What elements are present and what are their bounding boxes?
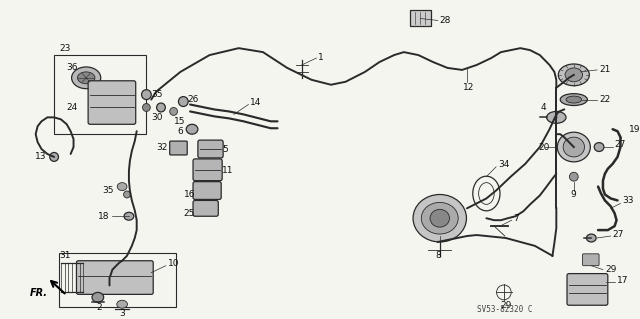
FancyBboxPatch shape <box>198 140 223 158</box>
Text: 14: 14 <box>250 98 262 107</box>
Text: 29: 29 <box>605 265 616 274</box>
Text: 31: 31 <box>59 251 70 260</box>
Text: 21: 21 <box>599 65 611 74</box>
Ellipse shape <box>570 172 578 181</box>
Ellipse shape <box>124 191 131 198</box>
Text: 12: 12 <box>463 83 474 92</box>
Text: 18: 18 <box>98 212 109 221</box>
Ellipse shape <box>563 137 584 157</box>
Ellipse shape <box>143 104 150 111</box>
FancyBboxPatch shape <box>410 10 431 26</box>
Text: FR.: FR. <box>30 288 48 298</box>
Text: 11: 11 <box>222 166 234 175</box>
Ellipse shape <box>186 124 198 134</box>
Text: 35: 35 <box>151 90 163 99</box>
Text: 26: 26 <box>188 95 198 104</box>
Ellipse shape <box>141 90 151 100</box>
Text: 2: 2 <box>96 303 102 312</box>
Ellipse shape <box>77 72 95 84</box>
Text: 10: 10 <box>168 259 179 268</box>
Text: 9: 9 <box>570 190 575 199</box>
Ellipse shape <box>124 212 134 220</box>
Bar <box>54 55 147 134</box>
Text: 27: 27 <box>612 230 624 239</box>
Ellipse shape <box>586 234 596 242</box>
Ellipse shape <box>560 94 588 106</box>
FancyBboxPatch shape <box>567 274 608 305</box>
FancyBboxPatch shape <box>193 159 222 181</box>
Ellipse shape <box>170 108 177 115</box>
FancyBboxPatch shape <box>170 141 188 155</box>
Ellipse shape <box>72 67 100 89</box>
Text: 1: 1 <box>318 53 324 62</box>
FancyBboxPatch shape <box>193 182 221 199</box>
Text: 8: 8 <box>436 251 442 260</box>
Ellipse shape <box>50 152 58 161</box>
Text: 30: 30 <box>151 113 163 122</box>
FancyBboxPatch shape <box>193 200 218 216</box>
Text: 16: 16 <box>184 190 195 199</box>
Text: 25: 25 <box>184 209 195 218</box>
Text: 17: 17 <box>616 276 628 285</box>
Ellipse shape <box>179 97 188 107</box>
Text: 27: 27 <box>614 140 626 149</box>
Text: 23: 23 <box>59 44 70 53</box>
Ellipse shape <box>565 68 582 82</box>
Text: SV53-82320 C: SV53-82320 C <box>477 305 532 314</box>
Text: 36: 36 <box>67 63 78 72</box>
Bar <box>59 253 175 307</box>
Text: 22: 22 <box>599 95 611 104</box>
FancyBboxPatch shape <box>76 261 153 294</box>
Ellipse shape <box>430 209 449 227</box>
Text: 5: 5 <box>222 145 228 153</box>
Ellipse shape <box>421 203 458 234</box>
Text: 29: 29 <box>500 301 511 310</box>
Ellipse shape <box>157 103 165 112</box>
Text: 4: 4 <box>541 103 547 112</box>
Ellipse shape <box>557 132 590 162</box>
Text: 6: 6 <box>177 127 183 136</box>
Text: 19: 19 <box>629 125 640 134</box>
FancyBboxPatch shape <box>582 254 599 266</box>
Text: 33: 33 <box>622 196 634 205</box>
Text: 34: 34 <box>498 160 509 169</box>
Ellipse shape <box>547 111 566 123</box>
Ellipse shape <box>566 96 582 103</box>
Ellipse shape <box>558 64 589 86</box>
Ellipse shape <box>116 300 127 308</box>
Text: 24: 24 <box>67 103 78 112</box>
Text: 15: 15 <box>173 117 185 126</box>
Text: 7: 7 <box>513 214 519 223</box>
Text: 28: 28 <box>440 16 451 25</box>
Ellipse shape <box>413 195 467 242</box>
Text: 32: 32 <box>156 143 168 152</box>
Text: 13: 13 <box>35 152 46 161</box>
Ellipse shape <box>92 293 104 302</box>
FancyBboxPatch shape <box>88 81 136 124</box>
Ellipse shape <box>594 143 604 152</box>
Ellipse shape <box>117 183 127 190</box>
Text: 35: 35 <box>102 186 114 195</box>
Text: 3: 3 <box>119 309 125 318</box>
Text: 20: 20 <box>539 143 550 152</box>
